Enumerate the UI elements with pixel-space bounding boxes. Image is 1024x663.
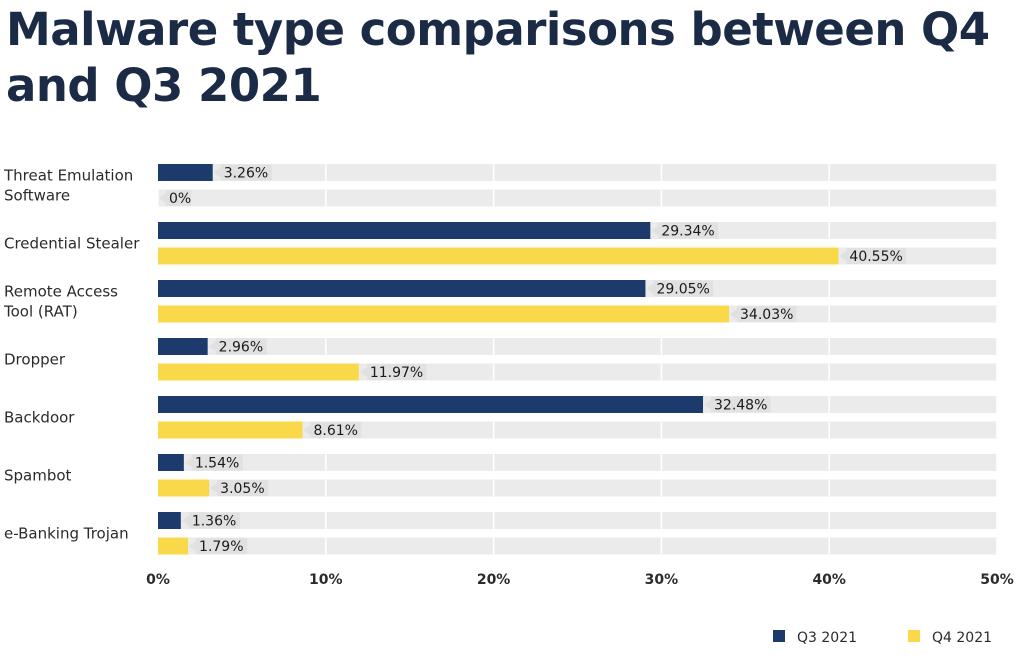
- value-label-bg: [184, 454, 243, 471]
- category-labels: Threat Emulation Software Credential Steal…: [3, 166, 140, 542]
- value-label-bg: [213, 164, 272, 181]
- bar-q4-2021: [158, 537, 189, 555]
- value-label-bg: [159, 190, 192, 206]
- bar-q3-2021: [158, 512, 181, 529]
- value-label: 29.34%: [661, 224, 714, 240]
- bar-q3-2021: [158, 454, 184, 471]
- value-label-bg: [730, 306, 797, 322]
- category-label: Remote Access Tool (RAT): [3, 282, 118, 320]
- bar-q3-2021: [158, 338, 208, 355]
- bar-track: [158, 454, 997, 471]
- value-label-bg: [839, 248, 907, 264]
- bar-track: [158, 479, 997, 497]
- value-label: 3.26%: [224, 166, 268, 182]
- bar-track: [158, 189, 997, 207]
- category-label: Threat Emulation Software: [3, 166, 133, 204]
- x-tick-label: 10%: [309, 572, 343, 588]
- bar-track: [158, 512, 997, 529]
- bar-q4-2021: [158, 479, 210, 497]
- category-label: Dropper: [4, 350, 66, 368]
- value-label-bg: [208, 338, 267, 355]
- category-label: Backdoor: [4, 408, 75, 426]
- value-label: 1.54%: [195, 456, 239, 472]
- x-tick-label: 30%: [645, 572, 679, 588]
- value-label: 3.05%: [220, 481, 264, 497]
- x-axis-ticks: 0% 10% 20% 30% 40% 50%: [146, 572, 1014, 588]
- x-tick-label: 20%: [477, 572, 511, 588]
- bar-q4-2021: [158, 363, 359, 381]
- x-tick-label: 50%: [980, 572, 1014, 588]
- legend-label: Q3 2021: [797, 630, 857, 646]
- value-label: 2.96%: [219, 340, 263, 356]
- value-label-bg: [210, 480, 269, 496]
- value-label: 1.79%: [199, 539, 243, 555]
- legend-swatch-q3-2021: [773, 630, 785, 642]
- bar-q4-2021: [158, 247, 839, 265]
- value-label-bg: [646, 280, 714, 297]
- x-tick-label: 0%: [146, 572, 170, 588]
- bar-q4-2021: [158, 421, 303, 439]
- chart-title: Malware type comparisons between Q4 and …: [6, 3, 990, 112]
- bar-track: [158, 421, 997, 439]
- legend-label: Q4 2021: [932, 630, 992, 646]
- bar-track: [158, 537, 997, 555]
- value-label-bg: [359, 364, 427, 380]
- value-label: 32.48%: [714, 398, 767, 414]
- value-label: 29.05%: [656, 282, 709, 298]
- x-tick-label: 40%: [812, 572, 846, 588]
- gridlines: [157, 160, 998, 560]
- value-label: 11.97%: [370, 365, 423, 381]
- value-label-bg: [704, 396, 771, 413]
- value-label-bg: [651, 222, 718, 239]
- category-label: e-Banking Trojan: [4, 524, 129, 542]
- value-label: 40.55%: [849, 249, 902, 265]
- category-label: Credential Stealer: [4, 234, 140, 252]
- value-label: 1.36%: [192, 514, 236, 530]
- bar-q3-2021: [158, 222, 651, 239]
- value-label-bg: [303, 422, 362, 438]
- bar-q4-2021: [158, 305, 730, 323]
- value-label: 34.03%: [740, 307, 793, 323]
- legend-swatch-q4-2021: [908, 630, 920, 642]
- value-labels: 3.26% 0% 29.34% 40.55% 29.05% 34.03% 2.96% 11.9…: [159, 164, 907, 555]
- value-label-bg: [189, 538, 248, 554]
- bar-q3-2021: [158, 280, 646, 297]
- bars: [158, 164, 839, 555]
- value-label: 0%: [169, 191, 191, 207]
- value-label: 8.61%: [313, 423, 357, 439]
- value-label-bg: [181, 512, 240, 529]
- bar-track: [158, 164, 997, 181]
- bar-q3-2021: [158, 396, 704, 413]
- bar-track: [158, 338, 997, 355]
- bar-q3-2021: [158, 164, 213, 181]
- category-label: Spambot: [4, 466, 72, 484]
- legend: Q3 2021 Q4 2021: [773, 630, 992, 646]
